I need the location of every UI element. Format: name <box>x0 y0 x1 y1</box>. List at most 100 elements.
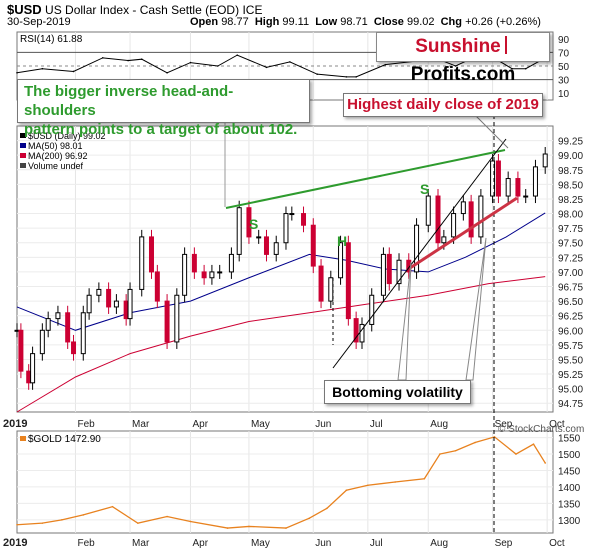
x-tick-label: Apr <box>192 538 208 549</box>
gold-point <box>439 453 441 455</box>
candle-body <box>96 288 102 296</box>
price-tick-label: 97.75 <box>558 224 583 235</box>
gold-legend: $GOLD 1472.90 <box>28 434 101 445</box>
rsi-point <box>72 70 75 73</box>
annotation-head-shoulders: The bigger inverse head-and-shoulders pa… <box>17 79 310 138</box>
candle-body <box>468 201 474 238</box>
gold-point <box>189 520 192 523</box>
gold-point <box>137 522 139 524</box>
gold-point <box>166 515 168 518</box>
rsi-point <box>265 66 268 69</box>
rsi-tick-label: 50 <box>558 62 570 73</box>
candle-body <box>209 271 215 279</box>
price-tick-label: 98.25 <box>558 195 583 206</box>
candle-body <box>515 178 521 197</box>
candle-body <box>328 277 334 302</box>
annotation-highest-text: Highest daily close of 2019 <box>347 96 539 113</box>
close-value: 99.02 <box>406 16 435 28</box>
legend-swatch <box>20 153 26 158</box>
gold-point <box>82 514 85 516</box>
candle-body <box>359 323 365 343</box>
chg-value: +0.26 (+0.26%) <box>465 16 541 28</box>
gold-tick-label: 1300 <box>558 516 581 527</box>
high-label: High <box>254 16 280 28</box>
low-label: Low <box>315 16 338 28</box>
gold-point <box>326 507 328 510</box>
rsi-point <box>316 73 318 75</box>
x-tick-label: 2019 <box>3 537 27 549</box>
rsi-tick-label: 30 <box>558 76 570 87</box>
neckline <box>225 149 506 209</box>
open-value: 98.77 <box>221 16 249 28</box>
x-tick-label: Jun <box>315 419 331 430</box>
annotation-highest-close: Highest daily close of 2019 <box>343 93 543 117</box>
gold-point <box>367 484 369 487</box>
x-tick-label: Sep <box>495 419 513 430</box>
price-panel: 2019 Feb Mar Apr May Jun Jul Aug Sep Oct 99.25 99.0… <box>3 125 583 430</box>
candle-body <box>228 253 234 273</box>
rsi-tick-label: 70 <box>558 48 570 59</box>
candle-body <box>478 195 484 238</box>
right-shoulder-label: S <box>420 181 429 197</box>
brand-separator <box>504 36 507 54</box>
gold-line <box>16 436 546 529</box>
candle-body <box>71 341 77 355</box>
candle-body <box>80 312 86 355</box>
rsi-point <box>454 65 457 67</box>
high-value: 99.11 <box>282 16 310 28</box>
candle-body <box>338 242 344 279</box>
rising-trendline <box>332 138 507 369</box>
x-tick-label: Aug <box>430 419 448 430</box>
price-legend-entry: Volume undef <box>28 161 84 171</box>
candle-body <box>345 242 351 320</box>
rsi-point <box>166 72 168 74</box>
gold-point <box>111 505 114 508</box>
price-tick-label: 95.50 <box>558 355 583 366</box>
rsi-point <box>289 61 291 63</box>
gold-point <box>474 441 476 444</box>
candle-body <box>380 253 386 296</box>
x-tick-label: 2019 <box>3 418 27 430</box>
gold-panel: 2019 Feb Mar Apr May Jun Jul Aug Sep Oct 1550 1500 1… <box>3 430 581 549</box>
chg-label: Chg <box>440 16 462 28</box>
gold-tick-label: 1350 <box>558 499 581 510</box>
watermark: © StockCharts.com <box>498 424 585 435</box>
ohlc-bar: Open 98.77 High 99.11 Low 98.71 Close 99… <box>190 16 541 28</box>
candle-body <box>386 253 392 285</box>
ma50-line <box>16 212 546 331</box>
chart-date: 30-Sep-2019 <box>7 16 71 28</box>
price-tick-label: 94.75 <box>558 399 583 410</box>
gold-legend-swatch <box>20 436 26 441</box>
price-tick-label: 97.00 <box>558 268 583 279</box>
candle-body <box>217 271 223 274</box>
gold-point <box>285 527 287 529</box>
candle-body <box>55 312 61 320</box>
head-label: H <box>337 233 347 249</box>
low-value: 98.71 <box>340 16 368 28</box>
candle-body <box>18 329 24 372</box>
legend-swatch <box>20 133 26 138</box>
rsi-tick-label: 10 <box>558 89 570 100</box>
gold-point <box>544 462 547 464</box>
candle-body <box>263 236 269 255</box>
gold-point <box>226 527 229 529</box>
legend-swatch <box>20 143 26 148</box>
x-tick-label: May <box>251 419 270 430</box>
gold-tick-label: 1450 <box>558 466 581 477</box>
candle-body <box>39 329 45 355</box>
candle-body <box>113 300 119 308</box>
rsi-point <box>236 54 239 56</box>
candle-body <box>532 166 538 197</box>
brand-part2: Profits.com <box>410 64 516 85</box>
gold-point <box>16 523 18 526</box>
x-tick-label: May <box>251 538 270 549</box>
candle-body <box>414 224 420 273</box>
price-frame <box>16 125 554 413</box>
candle-body <box>148 236 154 273</box>
x-tick-label: Mar <box>132 538 150 549</box>
gold-tick-label: 1550 <box>558 434 581 445</box>
candle-body <box>495 160 501 197</box>
candle-body <box>191 253 197 273</box>
price-tick-label: 97.25 <box>558 253 583 264</box>
price-tick-label: 96.50 <box>558 297 583 308</box>
